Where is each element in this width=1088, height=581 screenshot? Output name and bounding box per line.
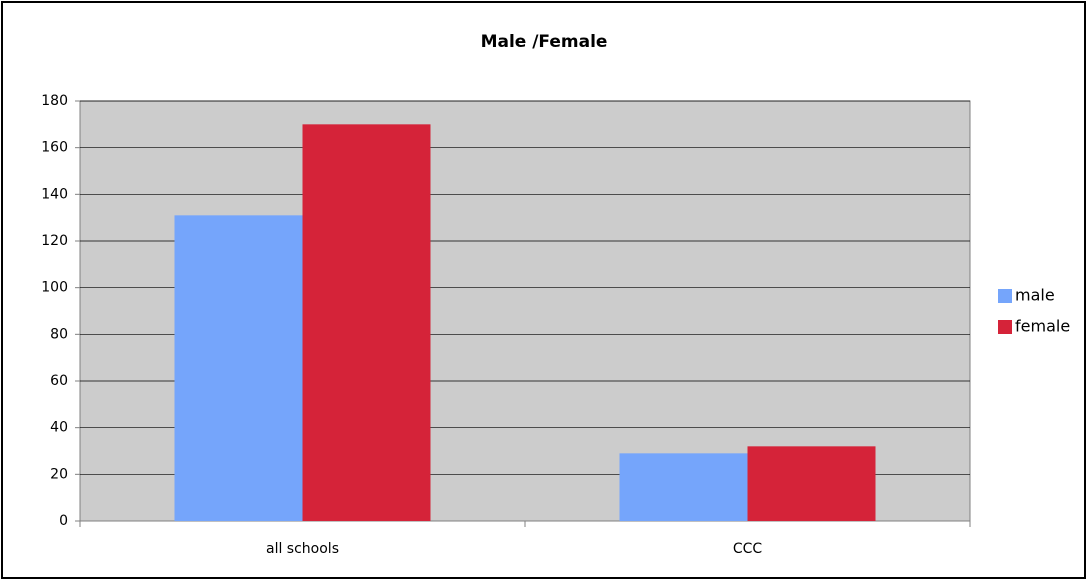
- y-tick-label: 100: [41, 280, 68, 296]
- y-tick-label: 20: [50, 466, 68, 482]
- bar: [174, 215, 303, 522]
- bar: [619, 453, 748, 521]
- bar: [302, 124, 431, 521]
- y-tick-label: 160: [41, 140, 68, 156]
- legend-swatch: [998, 320, 1012, 334]
- legend-swatch: [998, 289, 1012, 303]
- x-tick-label: all schools: [266, 541, 339, 557]
- bar: [747, 446, 876, 521]
- y-tick-label: 80: [50, 326, 68, 342]
- y-tick-label: 140: [41, 186, 68, 202]
- legend-label: female: [1015, 317, 1070, 336]
- y-tick-label: 120: [41, 233, 68, 249]
- chart-title: Male /Female: [481, 32, 608, 52]
- y-tick-label: 40: [50, 420, 68, 436]
- x-tick-label: CCC: [733, 541, 763, 557]
- y-tick-label: 60: [50, 373, 68, 389]
- legend-label: male: [1015, 286, 1055, 305]
- y-tick-label: 180: [41, 93, 68, 109]
- y-tick-label: 0: [59, 513, 68, 529]
